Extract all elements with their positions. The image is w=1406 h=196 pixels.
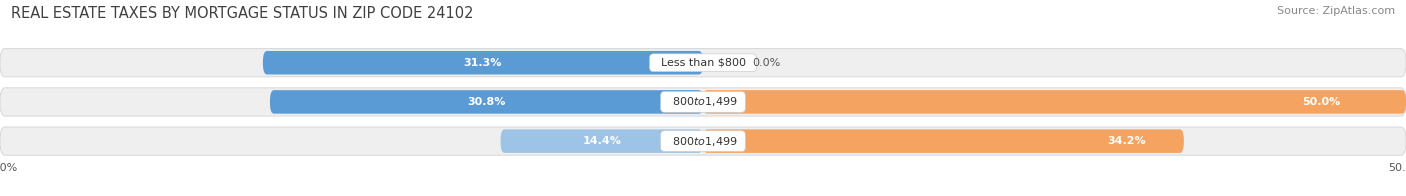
FancyBboxPatch shape	[0, 88, 1406, 116]
Text: $800 to $1,499: $800 to $1,499	[665, 135, 741, 148]
FancyBboxPatch shape	[703, 90, 1406, 114]
Text: 34.2%: 34.2%	[1107, 136, 1146, 146]
Text: 30.8%: 30.8%	[467, 97, 506, 107]
FancyBboxPatch shape	[270, 90, 703, 114]
FancyBboxPatch shape	[501, 129, 703, 153]
FancyBboxPatch shape	[263, 51, 703, 74]
Text: Source: ZipAtlas.com: Source: ZipAtlas.com	[1277, 6, 1395, 16]
Text: 31.3%: 31.3%	[464, 58, 502, 68]
Text: 50.0%: 50.0%	[1302, 97, 1341, 107]
Text: REAL ESTATE TAXES BY MORTGAGE STATUS IN ZIP CODE 24102: REAL ESTATE TAXES BY MORTGAGE STATUS IN …	[11, 6, 474, 21]
FancyBboxPatch shape	[703, 129, 1184, 153]
Text: Less than $800: Less than $800	[654, 58, 752, 68]
Text: 0.0%: 0.0%	[752, 58, 780, 68]
Text: 14.4%: 14.4%	[582, 136, 621, 146]
Text: $800 to $1,499: $800 to $1,499	[665, 95, 741, 108]
FancyBboxPatch shape	[0, 127, 1406, 155]
FancyBboxPatch shape	[0, 49, 1406, 77]
